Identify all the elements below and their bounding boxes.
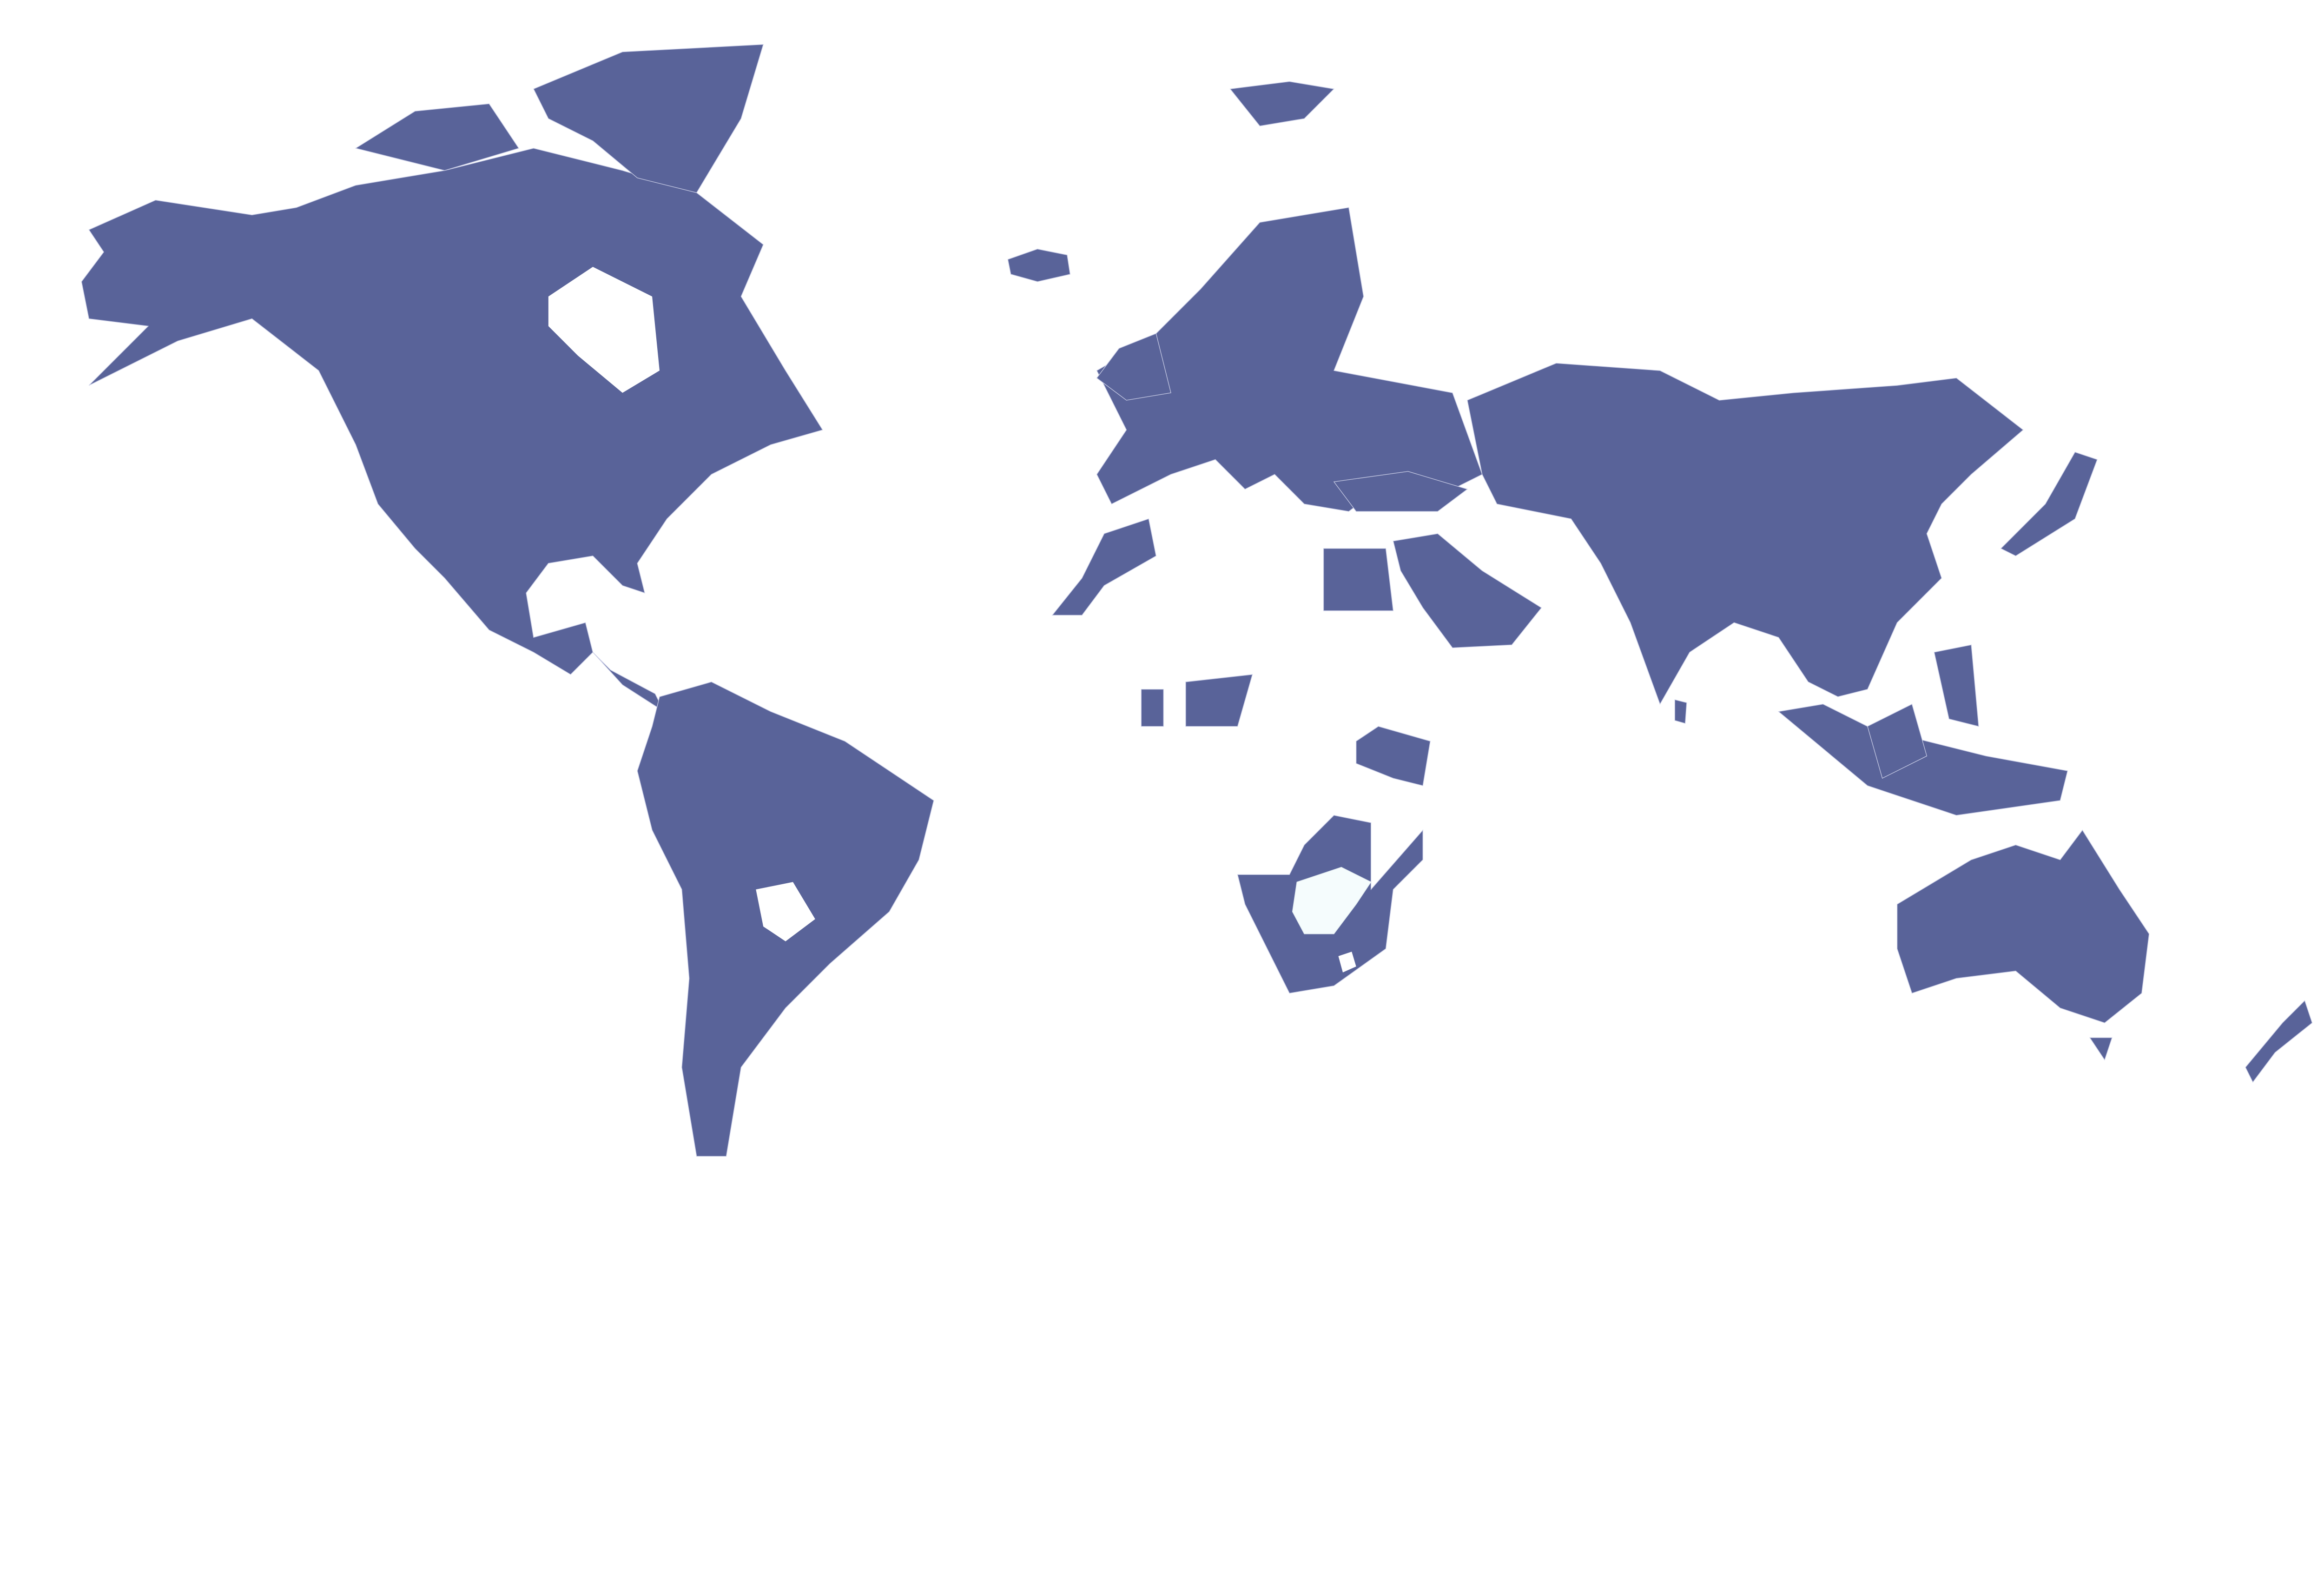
- region-morocco[interactable]: [1051, 518, 1156, 616]
- north-america: [81, 44, 823, 713]
- world-map: [81, 44, 2313, 1157]
- hudson-bay: [548, 266, 660, 393]
- region-nigeria[interactable]: [1185, 674, 1253, 727]
- region-greenland[interactable]: [533, 44, 764, 193]
- region-asia[interactable]: [1467, 363, 2024, 705]
- oceania: [1896, 829, 2313, 1083]
- region-iceland[interactable]: [1007, 249, 1071, 282]
- region-middle-east[interactable]: [1393, 533, 1542, 649]
- region-lesotho[interactable]: [1338, 952, 1356, 973]
- region-paraguay[interactable]: [756, 882, 815, 941]
- region-west-africa[interactable]: [1141, 689, 1164, 727]
- africa: [1051, 518, 1431, 994]
- region-botswana-zimbabwe[interactable]: [1292, 867, 1372, 934]
- region-arctic-islands[interactable]: [355, 103, 520, 171]
- region-philippines[interactable]: [1934, 644, 1979, 727]
- region-new-zealand[interactable]: [2245, 1000, 2313, 1083]
- asia: [1393, 363, 2098, 816]
- region-egypt[interactable]: [1323, 548, 1394, 611]
- region-borneo[interactable]: [1867, 703, 1928, 779]
- region-svalbard[interactable]: [1229, 81, 1335, 126]
- south-america: [637, 682, 934, 1157]
- region-east-africa[interactable]: [1356, 726, 1431, 786]
- region-uk[interactable]: [1096, 333, 1171, 401]
- region-north-america[interactable]: [81, 148, 823, 675]
- region-central-america[interactable]: [593, 652, 665, 713]
- europe: [1007, 81, 1483, 512]
- region-sri-lanka[interactable]: [1674, 699, 1687, 724]
- region-indonesia[interactable]: [1778, 703, 2068, 816]
- region-japan[interactable]: [2000, 451, 2098, 556]
- region-australia[interactable]: [1896, 829, 2150, 1023]
- region-tasmania[interactable]: [2089, 1037, 2113, 1061]
- region-turkey[interactable]: [1333, 471, 1468, 512]
